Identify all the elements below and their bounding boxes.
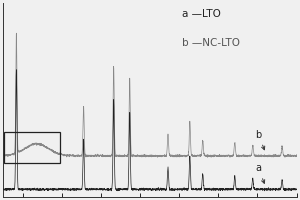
Text: b —NC-LTO: b —NC-LTO	[182, 38, 240, 48]
Text: a: a	[256, 163, 265, 183]
Bar	[4, 132, 60, 163]
Text: a —LTO: a —LTO	[182, 9, 221, 19]
Text: b: b	[256, 130, 265, 150]
